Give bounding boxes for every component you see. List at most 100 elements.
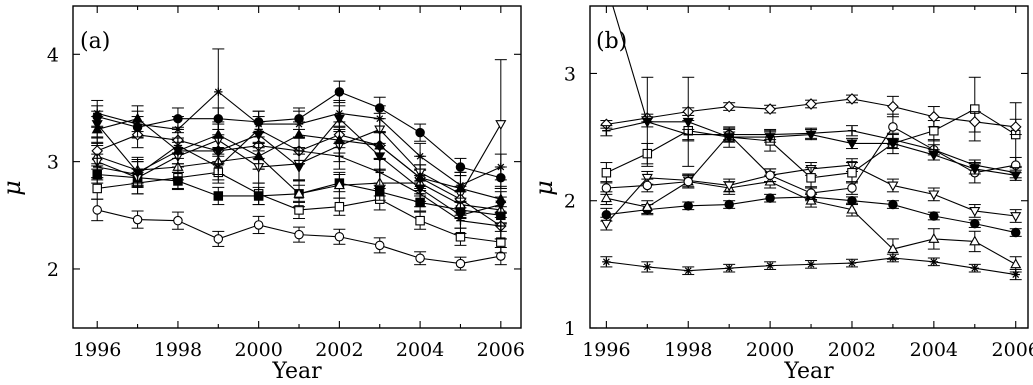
data-point	[969, 164, 981, 175]
data-point	[969, 235, 981, 246]
data-point	[684, 266, 693, 275]
y-axis-label: μ	[0, 180, 26, 196]
data-point	[724, 199, 734, 210]
star-stroke	[971, 264, 979, 272]
data-point	[456, 216, 465, 225]
star-stroke	[643, 263, 651, 271]
data-point	[495, 120, 507, 131]
data-point	[929, 257, 939, 267]
data-point	[212, 146, 224, 157]
data-point	[253, 191, 264, 201]
data-point	[1010, 227, 1021, 238]
series-circle-open	[91, 198, 507, 271]
data-point	[333, 179, 345, 190]
data-point	[847, 258, 857, 268]
x-tick-label: 2000	[746, 339, 794, 361]
star-stroke	[602, 258, 610, 266]
data-point	[600, 219, 612, 230]
data-point	[92, 183, 102, 194]
data-point	[806, 260, 816, 269]
data-point	[456, 181, 465, 190]
panel-a: 1996 1998 2000 2002 2004 2006 2 3 4 (a) Year μ	[0, 5, 525, 384]
data-point	[334, 201, 345, 212]
data-point	[1010, 171, 1022, 182]
data-point	[887, 243, 899, 254]
data-point	[846, 203, 858, 214]
data-point	[213, 191, 224, 201]
data-point	[888, 122, 898, 132]
data-point	[133, 119, 142, 129]
data-point	[335, 109, 344, 118]
data-point	[254, 125, 263, 134]
star-stroke	[684, 267, 692, 275]
x-tick-label: 2006	[477, 339, 525, 361]
x-axis-label: Year	[783, 359, 834, 384]
data-point	[847, 167, 857, 178]
star-stroke	[1012, 271, 1020, 278]
star-stroke	[848, 259, 856, 267]
data-point	[723, 100, 735, 113]
data-point	[806, 188, 816, 198]
data-point	[415, 189, 425, 199]
data-point	[415, 152, 425, 161]
data-point	[805, 130, 817, 141]
data-point	[765, 170, 775, 181]
series-line	[612, 6, 1016, 176]
y-tick-label: 4	[47, 44, 59, 66]
data-point	[928, 232, 940, 243]
data-point	[846, 93, 858, 105]
data-point	[132, 214, 143, 225]
data-point	[455, 162, 466, 172]
x-tick-label: 2006	[992, 339, 1033, 361]
data-point	[1009, 121, 1022, 133]
data-point	[415, 127, 425, 138]
x-tick-label: 2004	[910, 339, 958, 361]
data-point	[887, 100, 899, 113]
data-point	[173, 141, 183, 150]
data-point	[682, 117, 694, 128]
data-point	[455, 258, 466, 269]
data-point	[806, 173, 816, 183]
y-axis-label: μ	[530, 180, 558, 196]
data-point	[847, 183, 857, 193]
data-point	[764, 133, 776, 144]
star-stroke	[457, 181, 464, 189]
data-point	[294, 229, 304, 240]
y-tick-label: 3	[564, 63, 576, 85]
data-point	[847, 126, 857, 135]
y-tick-label: 1	[564, 318, 576, 340]
plot-area	[600, 6, 1022, 281]
data-point	[334, 87, 345, 97]
data-point	[723, 133, 735, 144]
star-stroke	[376, 115, 384, 123]
star-stroke	[295, 120, 303, 128]
data-point	[765, 261, 775, 270]
data-point	[375, 114, 384, 123]
axes-frame	[589, 5, 1029, 329]
star-stroke	[497, 163, 505, 171]
panel-label: (b)	[596, 29, 627, 54]
panel-b: 1996 1998 2000 2002 2004 2006 1 2 3 (b) Year μ	[530, 5, 1033, 384]
star-stroke	[807, 260, 815, 268]
data-point	[495, 200, 507, 211]
series-triangle-down-filled	[612, 6, 1022, 182]
star-stroke	[766, 262, 774, 270]
data-point	[601, 183, 612, 193]
data-point	[213, 234, 224, 244]
x-tick-label: 2000	[234, 339, 282, 361]
star-stroke	[335, 109, 343, 117]
data-point	[970, 218, 980, 229]
data-point	[724, 263, 734, 273]
data-point	[415, 215, 425, 226]
x-tick-label: 2002	[828, 339, 876, 361]
data-point	[805, 98, 817, 110]
data-point	[93, 162, 102, 172]
data-point	[496, 162, 506, 172]
data-point	[294, 119, 304, 129]
star-stroke	[174, 126, 182, 133]
data-point	[601, 167, 612, 178]
data-point	[253, 220, 264, 230]
data-point	[641, 201, 653, 212]
plot-area	[91, 48, 507, 271]
